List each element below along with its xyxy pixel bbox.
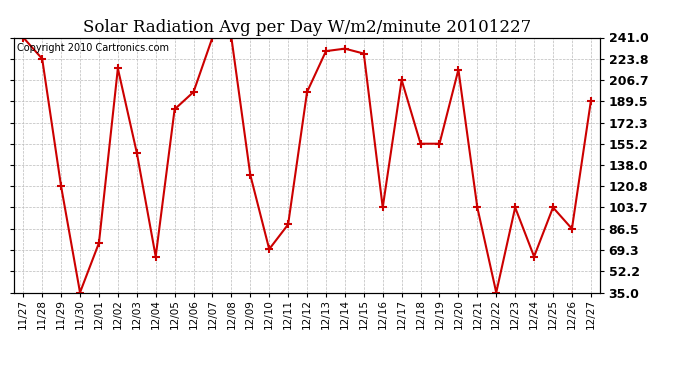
Title: Solar Radiation Avg per Day W/m2/minute 20101227: Solar Radiation Avg per Day W/m2/minute … xyxy=(83,19,531,36)
Text: Copyright 2010 Cartronics.com: Copyright 2010 Cartronics.com xyxy=(17,43,169,52)
